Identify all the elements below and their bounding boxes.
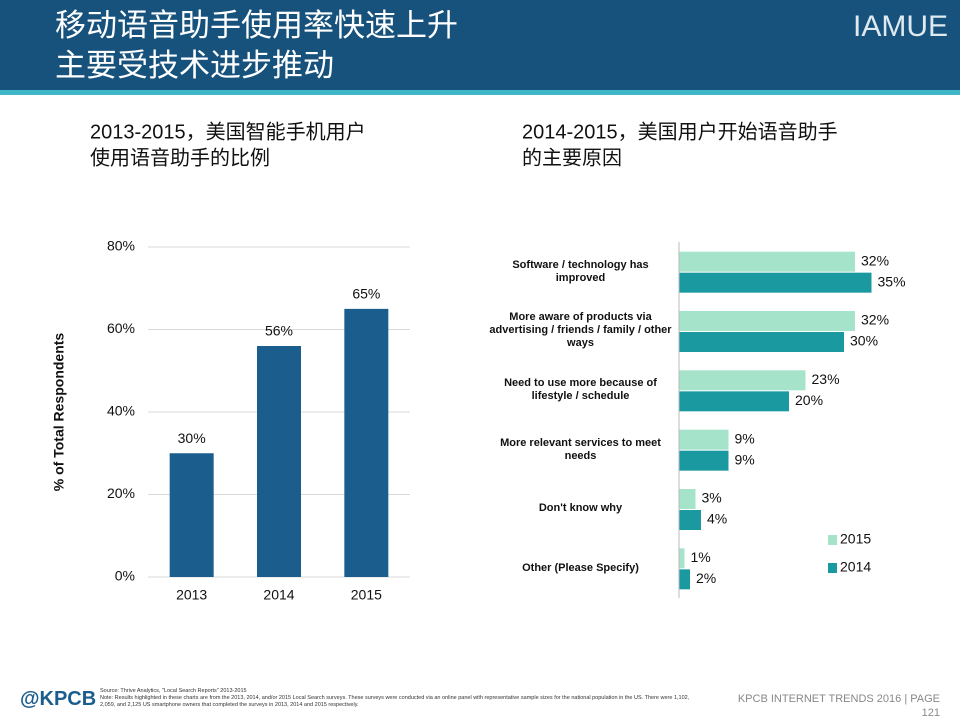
bar	[679, 332, 844, 352]
footer-notes: Source: Thrive Analytics, "Local Search …	[100, 688, 700, 709]
chart-title: 的主要原因	[522, 146, 622, 169]
brand: IAMUE	[852, 10, 948, 43]
chart-title: 使用语音助手的比例	[90, 146, 270, 169]
value-label: 9%	[735, 430, 755, 446]
chart-title: 2014-2015，美国用户开始语音助手	[522, 120, 838, 143]
value-label: 1%	[691, 549, 711, 565]
value-label: 23%	[812, 371, 840, 387]
bar	[679, 510, 701, 530]
bar	[679, 311, 855, 331]
y-tick-label: 80%	[107, 238, 135, 254]
footer-logo: @KPCB	[20, 688, 97, 710]
value-label: 30%	[178, 430, 206, 446]
bar	[679, 370, 806, 391]
y-tick-label: More aware of products via advertising /…	[489, 311, 672, 350]
value-label: 30%	[850, 333, 878, 349]
chart-title: 2013-2015，美国智能手机用户	[90, 120, 366, 143]
y-tick-label: 20%	[107, 485, 135, 501]
y-tick-label: Other (Please Specify)	[522, 561, 639, 574]
value-label: 4%	[707, 511, 727, 527]
legend-label: 2015	[840, 531, 871, 547]
value-label: 2%	[696, 570, 716, 586]
y-tick-label: More relevant services to meet needs	[500, 436, 661, 462]
y-tick-label: Software / technology has improved	[512, 258, 649, 284]
title-line: 主要受技术进步推动	[55, 48, 334, 83]
value-label: 32%	[861, 252, 889, 268]
category-label-box: More relevant services to meet needs	[500, 436, 661, 462]
legend-swatch	[828, 563, 837, 573]
y-tick-label: 40%	[107, 403, 135, 419]
bar	[344, 308, 389, 577]
value-label: 32%	[861, 312, 889, 328]
y-axis-label: % of Total Respondents	[51, 333, 67, 492]
category-label-box: More aware of products via advertising /…	[489, 311, 672, 350]
title-line: 移动语音助手使用率快速上升	[55, 8, 458, 43]
value-label: 20%	[795, 392, 823, 408]
x-tick-label: 2014	[263, 587, 294, 603]
page-number: KPCB INTERNET TRENDS 2016 | PAGE 121	[737, 693, 940, 719]
bar	[679, 450, 729, 471]
value-label: 3%	[702, 490, 722, 506]
category-label-box: Don't know why	[538, 502, 623, 515]
bar	[679, 272, 872, 293]
value-label: 9%	[735, 451, 755, 467]
header-title: 移动语音助手使用率快速上升 主要受技术进步推动	[55, 6, 458, 86]
bar	[679, 391, 789, 412]
value-label: 65%	[352, 286, 380, 302]
y-tick-label: Need to use more because of lifestyle / …	[504, 377, 657, 403]
category-label-box: Other (Please Specify)	[522, 561, 639, 574]
bar	[679, 251, 855, 272]
header-stripe	[0, 90, 960, 95]
y-tick-label: Don't know why	[538, 502, 623, 515]
source: Source: Thrive Analytics, "Local Search …	[100, 688, 247, 694]
note: Note: Results highlighted in these chart…	[100, 695, 690, 708]
x-tick-label: 2015	[351, 587, 382, 603]
legend-swatch	[828, 535, 837, 545]
bar	[679, 569, 690, 590]
bar	[679, 489, 696, 509]
value-label: 35%	[878, 273, 906, 289]
category-label-box: Software / technology has improved	[512, 258, 649, 284]
y-tick-label: 60%	[107, 320, 135, 336]
header-band	[0, 0, 960, 90]
y-tick-label: 0%	[115, 568, 135, 584]
bar	[257, 346, 301, 577]
bar	[169, 453, 214, 577]
bar	[679, 548, 685, 569]
bar	[679, 429, 729, 450]
category-label-box: Need to use more because of lifestyle / …	[504, 377, 657, 403]
value-label: 56%	[265, 323, 293, 339]
legend-label: 2014	[840, 559, 871, 575]
x-tick-label: 2013	[176, 587, 207, 603]
